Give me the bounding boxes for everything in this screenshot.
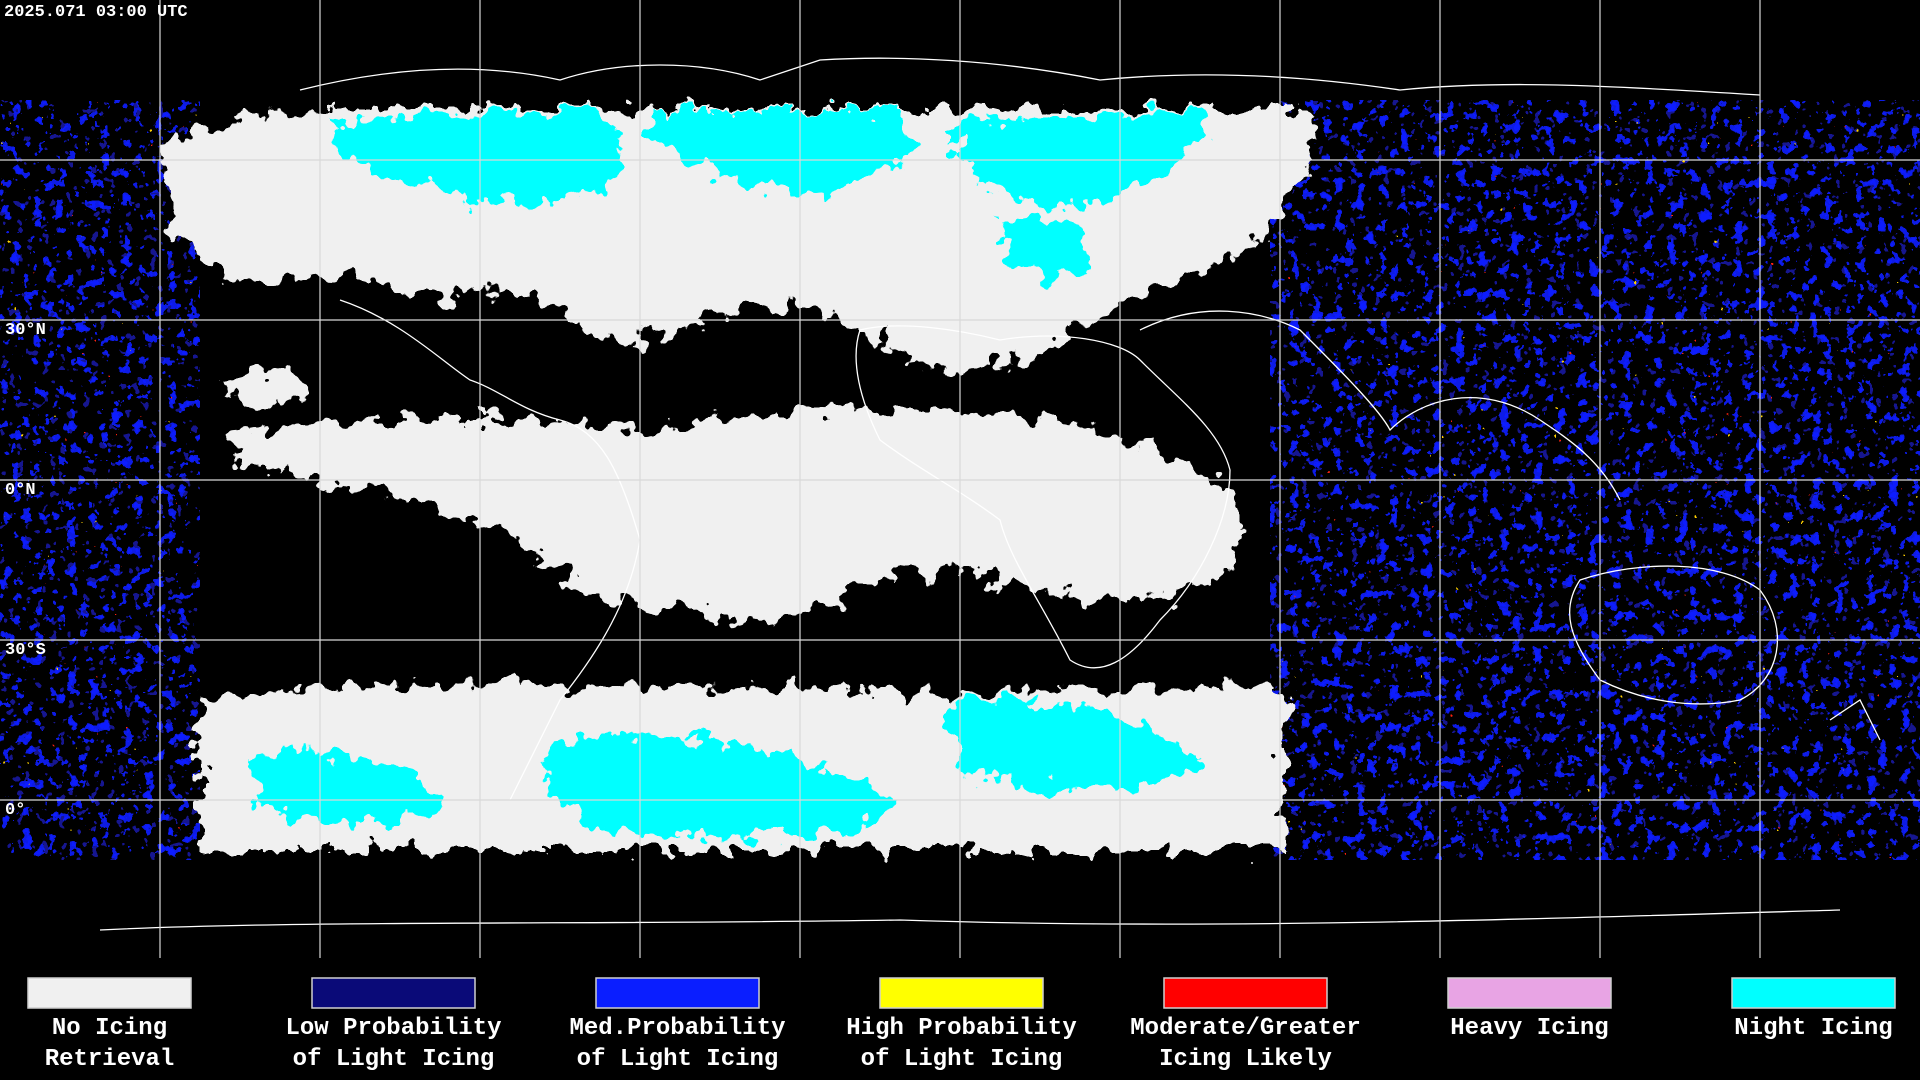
day-side-clouds: [160, 108, 1317, 850]
legend-label: Heavy Icing: [1450, 1015, 1608, 1042]
legend: No Icing Retrieval Low Probability of Light…: [27, 977, 1896, 1073]
legend-label: of Light Icing: [577, 1046, 779, 1073]
legend-label: Retrieval: [45, 1046, 175, 1073]
latitude-label: 0°N: [5, 481, 36, 500]
legend-label: High Probability: [846, 1015, 1076, 1042]
graticule: [0, 0, 1920, 958]
legend-label: No Icing: [52, 1015, 167, 1042]
legend-swatch: [27, 977, 192, 1009]
legend-swatch: [879, 977, 1044, 1009]
legend-swatch: [1163, 977, 1328, 1009]
legend-swatch: [1447, 977, 1612, 1009]
legend-swatch: [1731, 977, 1896, 1009]
latitude-label: 30°S: [5, 641, 46, 660]
latitude-label: 30°N: [5, 321, 46, 340]
legend-label: Icing Likely: [1159, 1046, 1332, 1073]
coastlines: [99, 57, 1881, 931]
legend-swatch: [595, 977, 760, 1009]
legend-label: Med.Probability: [569, 1015, 785, 1042]
legend-label: Night Icing: [1734, 1015, 1892, 1042]
legend-label: Low Probability: [285, 1015, 501, 1042]
latitude-labels: 30°N 0°N 30°S 0°: [5, 321, 46, 820]
legend-label: Moderate/Greater: [1130, 1015, 1360, 1042]
legend-label: of Light Icing: [861, 1046, 1063, 1073]
timestamp: 2025.071 03:00 UTC: [4, 3, 188, 22]
latitude-label: 0°: [5, 801, 25, 820]
legend-label: of Light Icing: [293, 1046, 495, 1073]
legend-swatch: [311, 977, 476, 1009]
